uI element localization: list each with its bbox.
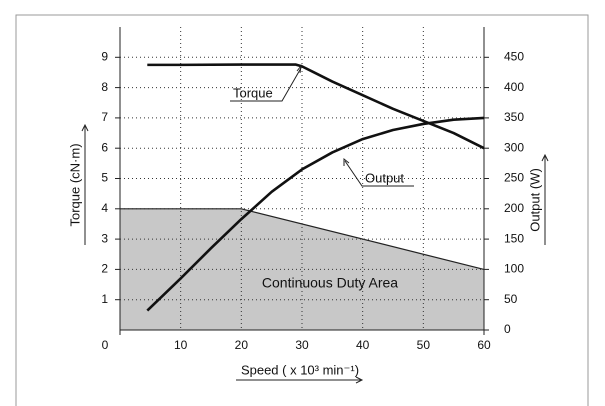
torque-label: Torque (233, 85, 273, 100)
x-tick-label: 50 (417, 338, 431, 352)
y2-tick-label: 300 (504, 140, 524, 154)
y-tick-label: 7 (101, 110, 108, 124)
y2-tick-label: 200 (504, 201, 524, 215)
x-axis-title: Speed ( x 10³ min⁻¹) (241, 362, 359, 377)
series-line (146, 116, 485, 312)
y-title-arrow (81, 123, 89, 245)
x-tick-label: 60 (477, 338, 491, 352)
x-tick-label: 10 (174, 338, 188, 352)
y2-tick-label: 350 (504, 110, 524, 124)
series-line (147, 63, 485, 150)
y-tick-label: 5 (101, 171, 108, 185)
output-label: Output (365, 170, 404, 185)
y2-tick-label: 150 (504, 231, 524, 245)
y-tick-label: 2 (101, 262, 108, 276)
y-tick-label: 8 (101, 80, 108, 94)
y2-tick-label: 400 (504, 80, 524, 94)
y2-title-arrow (541, 153, 549, 245)
y2-tick-label: 250 (504, 171, 524, 185)
x-tick-label: 0 (102, 338, 109, 352)
y-tick-label: 9 (101, 49, 108, 63)
x-tick-label: 40 (356, 338, 370, 352)
y-tick-label: 1 (101, 292, 108, 306)
x-tick-label: 20 (235, 338, 249, 352)
torque-leader (230, 67, 302, 102)
y2-tick-label: 100 (504, 262, 524, 276)
area-label: Continuous Duty Area (262, 275, 398, 291)
torque-arrow (296, 64, 302, 74)
y-tick-label: 6 (101, 140, 108, 154)
output-arrow (343, 157, 350, 166)
y-tick-label: 4 (101, 201, 108, 215)
frame (15, 14, 589, 406)
y-tick-label: 3 (101, 231, 108, 245)
output-leader (344, 160, 414, 187)
y2-tick-label: 50 (504, 292, 518, 306)
x-tick-label: 30 (295, 338, 309, 352)
y2-tick-label: 450 (504, 49, 524, 63)
x-title-arrow (236, 376, 364, 384)
y2-tick-label: 0 (504, 322, 511, 336)
y2-axis-title: Output (W) (527, 168, 542, 232)
y-axis-title: Torque (cN·m) (67, 143, 82, 226)
